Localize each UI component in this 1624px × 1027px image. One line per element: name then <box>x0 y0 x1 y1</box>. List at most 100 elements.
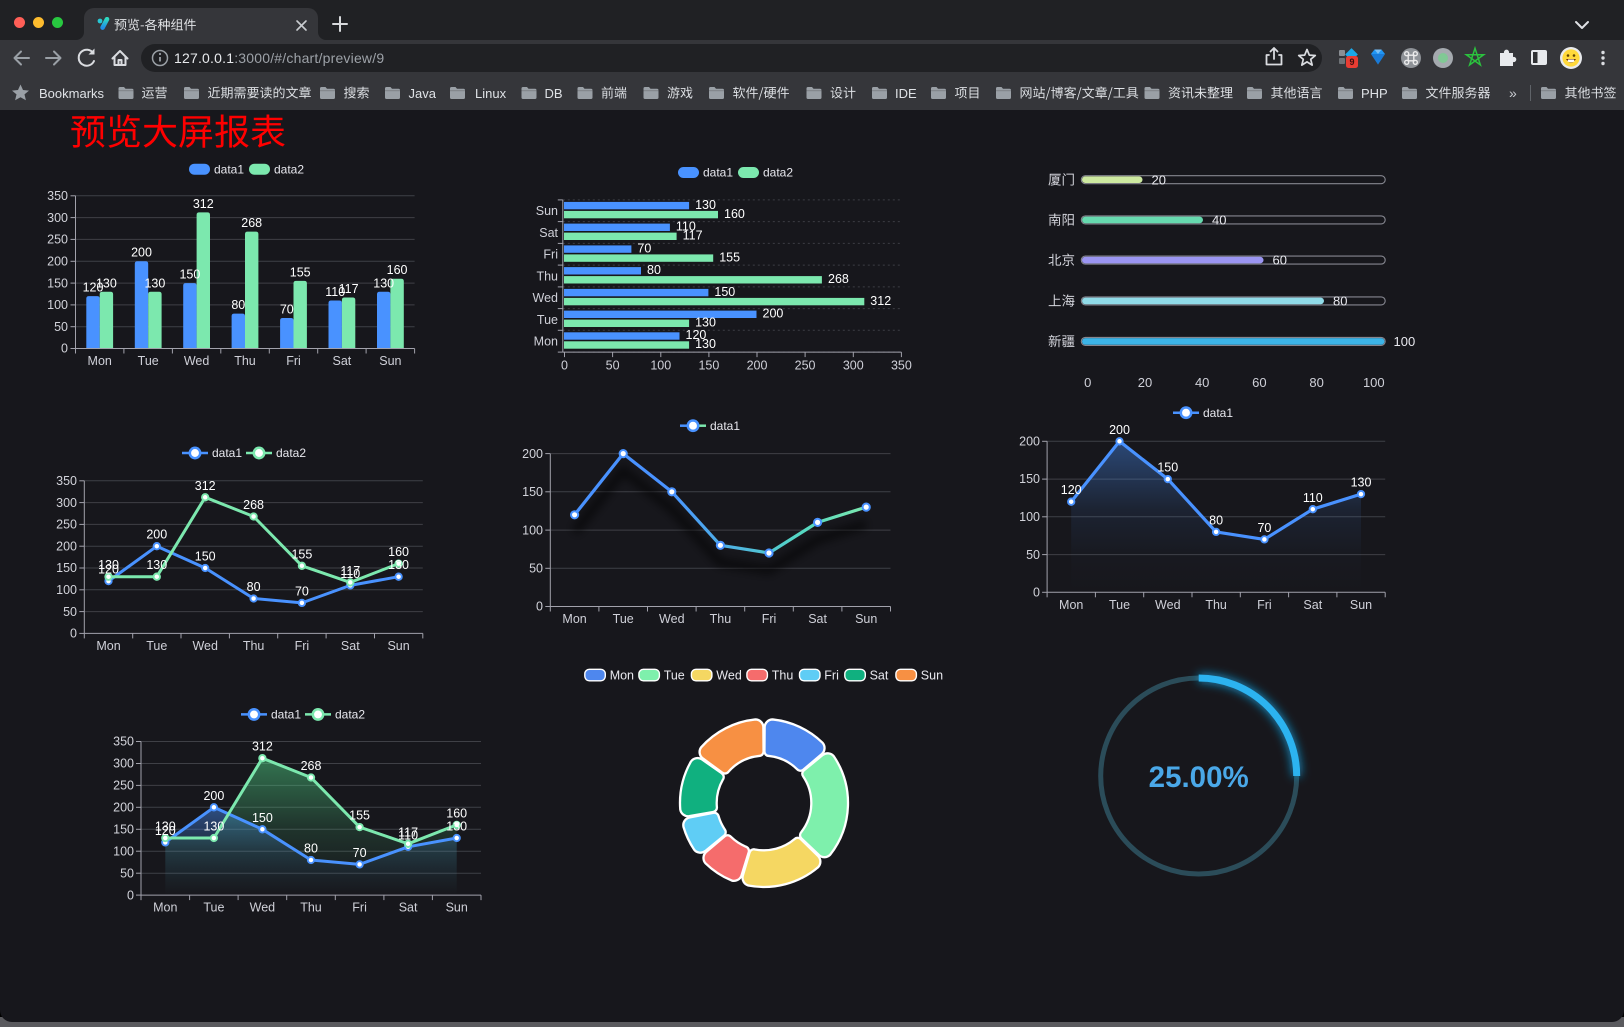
svg-text:50: 50 <box>63 605 77 619</box>
svg-text:200: 200 <box>747 359 768 373</box>
svg-text:Fri: Fri <box>295 639 310 653</box>
svg-text:0: 0 <box>1033 586 1040 600</box>
svg-text:Thu: Thu <box>300 901 322 915</box>
svg-text:0: 0 <box>561 359 568 373</box>
svg-text:155: 155 <box>290 265 311 279</box>
svg-text:data2: data2 <box>276 446 306 460</box>
svg-text:130: 130 <box>446 820 467 834</box>
svg-text:160: 160 <box>387 263 408 277</box>
svg-text:110: 110 <box>325 285 345 299</box>
svg-text:110: 110 <box>340 567 360 581</box>
svg-text:130: 130 <box>1351 476 1372 490</box>
svg-text:40: 40 <box>1212 213 1226 228</box>
svg-text:120: 120 <box>1061 483 1082 497</box>
svg-text:110: 110 <box>398 828 418 842</box>
svg-text:70: 70 <box>1257 521 1271 535</box>
svg-text:data1: data1 <box>214 162 244 176</box>
svg-text:Fri: Fri <box>824 668 839 682</box>
svg-text:Thu: Thu <box>1205 598 1227 612</box>
svg-text:200: 200 <box>146 528 167 542</box>
svg-text:150: 150 <box>47 276 68 290</box>
svg-text:50: 50 <box>606 359 620 373</box>
svg-text:155: 155 <box>719 250 740 264</box>
svg-text:130: 130 <box>203 820 224 834</box>
svg-text:200: 200 <box>203 789 224 803</box>
svg-text:268: 268 <box>243 498 264 512</box>
svg-text:Tue: Tue <box>613 612 634 626</box>
svg-text:200: 200 <box>522 447 543 461</box>
svg-text:100: 100 <box>56 583 77 597</box>
svg-text:130: 130 <box>98 558 119 572</box>
svg-text:Tue: Tue <box>203 901 224 915</box>
svg-text:130: 130 <box>373 276 394 290</box>
svg-text:100: 100 <box>113 844 134 858</box>
svg-text:Fri: Fri <box>1257 598 1272 612</box>
svg-text:120: 120 <box>83 281 104 295</box>
svg-text:Tue: Tue <box>146 639 167 653</box>
svg-text:350: 350 <box>56 474 77 488</box>
svg-text:155: 155 <box>349 809 370 823</box>
svg-text:130: 130 <box>155 820 176 834</box>
svg-text:80: 80 <box>231 298 245 312</box>
svg-text:Wed: Wed <box>1155 598 1181 612</box>
svg-text:Tue: Tue <box>1109 598 1130 612</box>
svg-text:100: 100 <box>650 359 671 373</box>
svg-text:Wed: Wed <box>250 901 276 915</box>
svg-text:200: 200 <box>1019 435 1040 449</box>
svg-text:50: 50 <box>120 866 134 880</box>
svg-text:312: 312 <box>870 294 891 308</box>
svg-text:Mon: Mon <box>534 335 558 349</box>
svg-text:Mon: Mon <box>1059 598 1083 612</box>
svg-text:Wed: Wed <box>192 639 218 653</box>
svg-text:300: 300 <box>843 359 864 373</box>
svg-text:100: 100 <box>1363 375 1385 390</box>
svg-text:200: 200 <box>56 539 77 553</box>
svg-text:80: 80 <box>304 842 318 856</box>
svg-text:130: 130 <box>695 316 716 330</box>
svg-text:200: 200 <box>47 255 68 269</box>
svg-text:Thu: Thu <box>710 612 732 626</box>
svg-text:312: 312 <box>195 479 216 493</box>
svg-text:0: 0 <box>1084 375 1091 390</box>
svg-text:Fri: Fri <box>286 354 301 368</box>
svg-text:Sat: Sat <box>870 668 889 682</box>
svg-text:250: 250 <box>113 779 134 793</box>
svg-text:40: 40 <box>1195 375 1209 390</box>
svg-text:data2: data2 <box>274 162 304 176</box>
svg-text:Sun: Sun <box>921 668 943 682</box>
svg-text:60: 60 <box>1273 253 1287 268</box>
svg-text:9: 9 <box>1349 57 1354 67</box>
svg-text:60: 60 <box>1252 375 1266 390</box>
svg-text:150: 150 <box>252 811 273 825</box>
svg-text:110: 110 <box>1303 491 1323 505</box>
svg-text:250: 250 <box>47 233 68 247</box>
svg-text:312: 312 <box>193 197 214 211</box>
svg-text:Tue: Tue <box>138 354 159 368</box>
svg-text:100: 100 <box>1394 334 1416 349</box>
svg-text:Sun: Sun <box>387 639 409 653</box>
svg-text:80: 80 <box>647 263 661 277</box>
svg-text:200: 200 <box>113 801 134 815</box>
svg-text:268: 268 <box>241 216 262 230</box>
svg-text:Sun: Sun <box>446 901 468 915</box>
svg-text:130: 130 <box>146 558 167 572</box>
svg-text:160: 160 <box>724 207 745 221</box>
svg-text:Sun: Sun <box>536 204 558 218</box>
svg-text:268: 268 <box>301 759 322 773</box>
svg-text:Sat: Sat <box>539 226 558 240</box>
svg-text:0: 0 <box>61 342 68 356</box>
svg-text:70: 70 <box>295 584 309 598</box>
svg-text:100: 100 <box>47 298 68 312</box>
svg-text:25.00%: 25.00% <box>1149 761 1249 794</box>
svg-text:Sun: Sun <box>1350 598 1372 612</box>
svg-text:300: 300 <box>56 496 77 510</box>
svg-text:50: 50 <box>54 320 68 334</box>
svg-text:150: 150 <box>1019 472 1040 486</box>
svg-text:130: 130 <box>144 276 165 290</box>
svg-text:150: 150 <box>113 823 134 837</box>
svg-text:Sat: Sat <box>1303 598 1322 612</box>
svg-text:20: 20 <box>1138 375 1152 390</box>
svg-text:Fri: Fri <box>543 248 558 262</box>
svg-text:350: 350 <box>891 359 912 373</box>
svg-text:Sat: Sat <box>341 639 360 653</box>
